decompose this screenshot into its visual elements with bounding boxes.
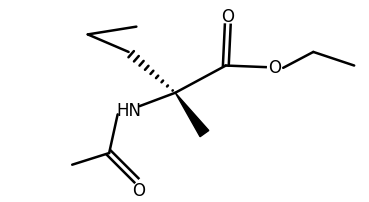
Polygon shape	[175, 93, 209, 137]
Text: O: O	[221, 8, 234, 26]
Text: HN: HN	[116, 102, 141, 120]
Text: O: O	[268, 59, 281, 77]
Text: O: O	[132, 181, 145, 199]
